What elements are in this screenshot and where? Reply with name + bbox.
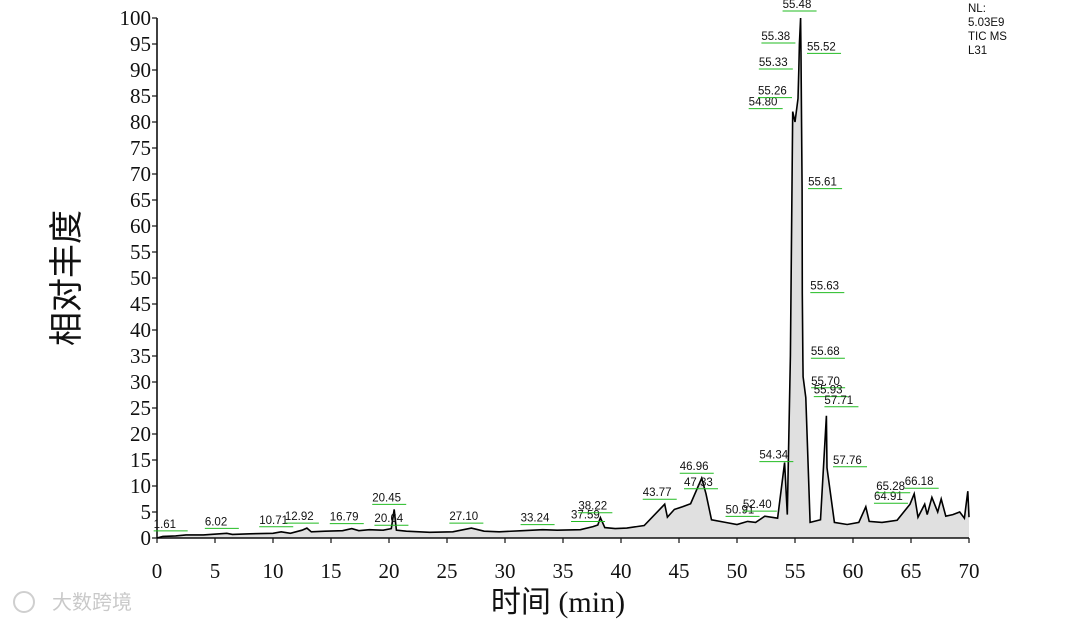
x-tick-label: 5: [210, 559, 221, 583]
x-tick-label: 60: [843, 559, 864, 583]
x-tick-label: 45: [669, 559, 690, 583]
y-tick-label: 100: [120, 6, 152, 30]
peak-label: 20.64: [374, 513, 403, 525]
y-tick-label: 45: [130, 292, 151, 316]
watermark: 大数跨境: [13, 590, 132, 614]
x-tick-label: 20: [379, 559, 400, 583]
x-tick-label: 30: [495, 559, 516, 583]
peak-label: 54.80: [749, 97, 778, 109]
y-tick-label: 0: [141, 526, 152, 550]
peak-label: 57.71: [824, 395, 853, 407]
y-tick-label: 5: [141, 500, 152, 524]
x-tick-label: 10: [263, 559, 284, 583]
y-tick-label: 65: [130, 188, 151, 212]
peak-label: 55.26: [758, 86, 787, 98]
peak-label: 46.96: [680, 461, 709, 473]
peak-label: 65.28: [876, 481, 905, 493]
y-tick-label: 60: [130, 214, 151, 238]
y-tick-label: 15: [130, 448, 151, 472]
y-tick-label: 55: [130, 240, 151, 264]
y-tick-label: 10: [130, 474, 151, 498]
tic-trace: [156, 17, 970, 539]
info-line: 5.03E9: [968, 17, 1004, 29]
peak-label: 55.33: [759, 57, 788, 69]
peak-label: 38.22: [578, 501, 607, 513]
info-box: NL: 5.03E9 TIC MS L31: [968, 3, 1007, 57]
peak-label: 55.52: [807, 41, 836, 53]
peak-label: 33.24: [521, 513, 550, 525]
y-tick-label: 25: [130, 396, 151, 420]
y-tick-label: 40: [130, 318, 151, 342]
peak-label: 55.68: [811, 346, 840, 358]
y-tick-label: 20: [130, 422, 151, 446]
y-tick-label: 75: [130, 136, 151, 160]
peak-label: 1.61: [154, 519, 176, 531]
peak-label: 50.91: [726, 504, 755, 516]
y-tick-label: 30: [130, 370, 151, 394]
peak-label: 27.10: [449, 511, 478, 523]
y-tick-label: 95: [130, 32, 151, 56]
x-tick-label: 15: [321, 559, 342, 583]
peak-label: 20.45: [372, 492, 401, 504]
peak-label: 55.63: [810, 281, 839, 293]
y-tick-label: 80: [130, 110, 151, 134]
peak-label: 12.92: [285, 511, 314, 523]
peak-label: 55.61: [808, 177, 837, 189]
peak-label: 57.76: [833, 455, 862, 467]
x-ticks: 0 5 10 15 20 25 30 35 40 45 50 55 60 65 70: [152, 538, 980, 583]
watermark-logo-icon: [13, 591, 35, 613]
x-axis-label: 时间 (min): [491, 586, 625, 619]
peak-label: 55.48: [783, 0, 812, 11]
peak-label: 54.34: [759, 450, 788, 462]
peak-label: 66.18: [905, 476, 934, 488]
watermark-text: 大数跨境: [52, 590, 132, 614]
info-line: L31: [968, 45, 987, 57]
x-tick-label: 70: [959, 559, 980, 583]
peak-label: 55.93: [814, 385, 843, 397]
y-tick-label: 35: [130, 344, 151, 368]
y-ticks: 0510152025303540455055606570758085909510…: [120, 6, 157, 550]
peak-label: 64.91: [874, 491, 903, 503]
tic-series-line: [156, 17, 970, 539]
info-line: NL:: [968, 3, 986, 15]
y-tick-label: 85: [130, 84, 151, 108]
y-axis-label: 相对丰度: [47, 210, 87, 346]
x-tick-label: 55: [785, 559, 806, 583]
peak-label: 43.77: [643, 487, 672, 499]
peak-label: 55.38: [761, 31, 790, 43]
x-tick-label: 0: [152, 559, 163, 583]
peak-label: 10.71: [259, 515, 288, 527]
x-tick-label: 25: [437, 559, 458, 583]
x-tick-label: 65: [901, 559, 922, 583]
x-tick-label: 40: [611, 559, 632, 583]
info-line: TIC MS: [968, 31, 1007, 43]
x-tick-label: 35: [553, 559, 574, 583]
y-tick-label: 90: [130, 58, 151, 82]
peak-label: 47.33: [684, 477, 713, 489]
peak-label: 6.02: [205, 516, 227, 528]
y-tick-label: 50: [130, 266, 151, 290]
x-tick-label: 50: [727, 559, 748, 583]
y-tick-label: 70: [130, 162, 151, 186]
peak-label: 55.70: [811, 376, 840, 388]
peak-label: 16.79: [330, 512, 359, 524]
peak-label: 52.40: [743, 499, 772, 511]
